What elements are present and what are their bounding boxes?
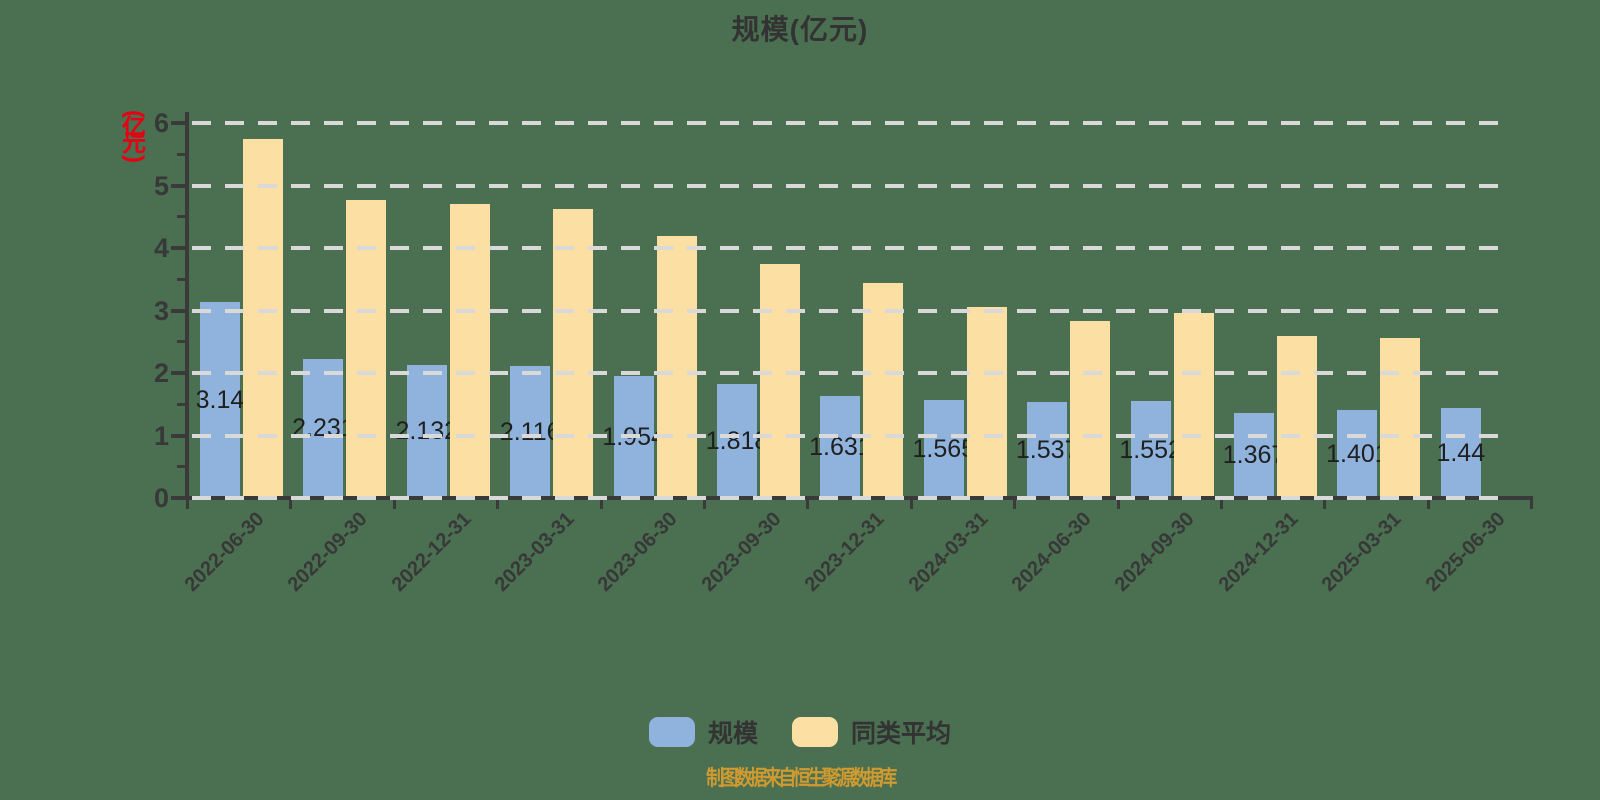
bar-value-label: 2.231	[292, 414, 355, 443]
y-axis-minor-tick	[177, 340, 186, 344]
scale-legend-swatch-icon	[648, 717, 695, 747]
peer-average-bar[interactable]	[553, 209, 594, 498]
peer-average-bar[interactable]	[656, 236, 697, 498]
bar-value-label: 1.565	[912, 435, 976, 464]
y-axis-minor-tick	[177, 152, 186, 156]
peer-average-bar[interactable]	[1070, 321, 1111, 498]
bar-value-label: 1.537	[1015, 435, 1079, 464]
y-axis-tick	[171, 308, 186, 313]
bar-value-label: 1.552	[1119, 435, 1182, 464]
gridline	[192, 371, 1508, 375]
y-axis-tick-label: 0	[153, 483, 169, 513]
peer-average-legend-swatch-icon	[792, 717, 838, 747]
bar-value-label: 1.818	[705, 427, 769, 456]
legend-label-peer-average: 同类平均	[851, 720, 952, 748]
y-axis-unit-char: 亿	[122, 115, 146, 142]
peer-average-bar[interactable]	[1380, 338, 1421, 498]
x-axis-tick	[1013, 500, 1017, 509]
y-axis-tick	[171, 121, 186, 125]
scale-bar[interactable]	[923, 400, 964, 498]
legend-item-peer-average[interactable]: 同类平均	[792, 714, 951, 750]
x-axis-date-label: 2022-09-30	[283, 508, 372, 596]
gridline	[192, 496, 1508, 500]
peer-average-bar[interactable]	[243, 139, 283, 498]
scale-bar[interactable]	[717, 384, 757, 498]
x-axis-tick	[186, 500, 189, 509]
y-axis-minor-tick	[177, 277, 186, 281]
x-axis-tick	[1530, 500, 1534, 509]
x-axis-tick	[392, 500, 396, 509]
y-axis-tick-label: 1	[153, 420, 169, 451]
bar-value-label: 3.14	[195, 385, 245, 414]
y-axis-minor-tick	[177, 215, 186, 219]
gridline	[192, 183, 1508, 188]
gridline	[192, 246, 1508, 250]
x-axis-date-label: 2025-06-30	[1421, 508, 1510, 596]
x-axis-tick	[599, 500, 603, 509]
bar-value-label: 1.401	[1326, 440, 1389, 469]
x-axis-tick	[909, 500, 913, 509]
y-axis-tick-label: 2	[153, 358, 169, 388]
peer-average-bar[interactable]	[760, 264, 800, 498]
y-axis-tick-label: 5	[153, 170, 169, 201]
gridline	[192, 433, 1508, 438]
scale-bar[interactable]	[1234, 412, 1274, 498]
peer-average-bar[interactable]	[966, 306, 1007, 498]
x-axis-tick	[1323, 500, 1327, 509]
legend-label-scale: 规模	[707, 720, 758, 748]
x-axis-tick	[496, 500, 500, 509]
y-axis-tick-label: 4	[153, 233, 169, 263]
y-axis-unit-char: 元	[122, 130, 146, 157]
bar-value-label: 2.132	[395, 417, 459, 446]
y-axis-unit-char: )	[121, 155, 148, 163]
peer-average-bar[interactable]	[1277, 336, 1317, 498]
y-axis-line	[185, 112, 189, 500]
x-axis-tick	[703, 500, 706, 509]
legend-item-scale[interactable]: 规模	[648, 714, 758, 750]
y-axis-minor-tick	[177, 465, 186, 469]
y-axis-tick	[171, 371, 186, 375]
scale-bar[interactable]	[1130, 401, 1171, 498]
x-axis-date-label: 2023-12-31	[800, 508, 889, 596]
y-axis-tick-label: 6	[153, 108, 169, 138]
peer-average-bar[interactable]	[863, 283, 904, 498]
peer-average-bar[interactable]	[1173, 313, 1214, 498]
gridline	[192, 308, 1508, 313]
bar-value-label: 2.116	[499, 417, 561, 446]
y-axis-tick	[171, 246, 186, 250]
y-axis-tick	[171, 433, 186, 438]
y-axis-tick-label: 3	[153, 295, 169, 326]
y-axis-tick	[171, 183, 186, 188]
gridline	[192, 121, 1508, 125]
x-axis-tick	[289, 500, 293, 509]
scale-bar[interactable]	[1440, 408, 1481, 498]
bar-value-label: 1.631	[809, 433, 872, 462]
scale-bar[interactable]	[510, 365, 551, 498]
x-axis-tick	[1116, 500, 1120, 509]
scale-bar[interactable]	[200, 301, 240, 498]
scale-bar[interactable]	[820, 396, 861, 498]
y-axis-unit-label: (亿元)	[118, 102, 150, 171]
y-axis-minor-tick	[177, 402, 186, 406]
x-axis-date-label: 2025-03-31	[1317, 508, 1406, 596]
scale-bar[interactable]	[303, 358, 344, 498]
x-axis-tick	[806, 500, 810, 509]
scale-bar[interactable]	[1027, 401, 1068, 498]
peer-average-bar[interactable]	[449, 204, 490, 498]
scale-bar[interactable]	[1337, 410, 1378, 498]
bar-value-label: 1.44	[1436, 439, 1486, 467]
bar-value-label: 1.367	[1222, 441, 1286, 470]
peer-average-bar[interactable]	[346, 199, 387, 498]
scale-bar[interactable]	[406, 364, 447, 498]
chart-title: 规模(亿元)	[731, 14, 869, 45]
data-source-note: 制图数据来自恒生聚源数据库	[706, 767, 897, 790]
legend: 规模 同类平均	[0, 714, 1600, 750]
x-axis-tick	[1220, 500, 1223, 509]
y-axis-tick	[171, 496, 186, 500]
x-axis-tick	[1426, 500, 1430, 509]
